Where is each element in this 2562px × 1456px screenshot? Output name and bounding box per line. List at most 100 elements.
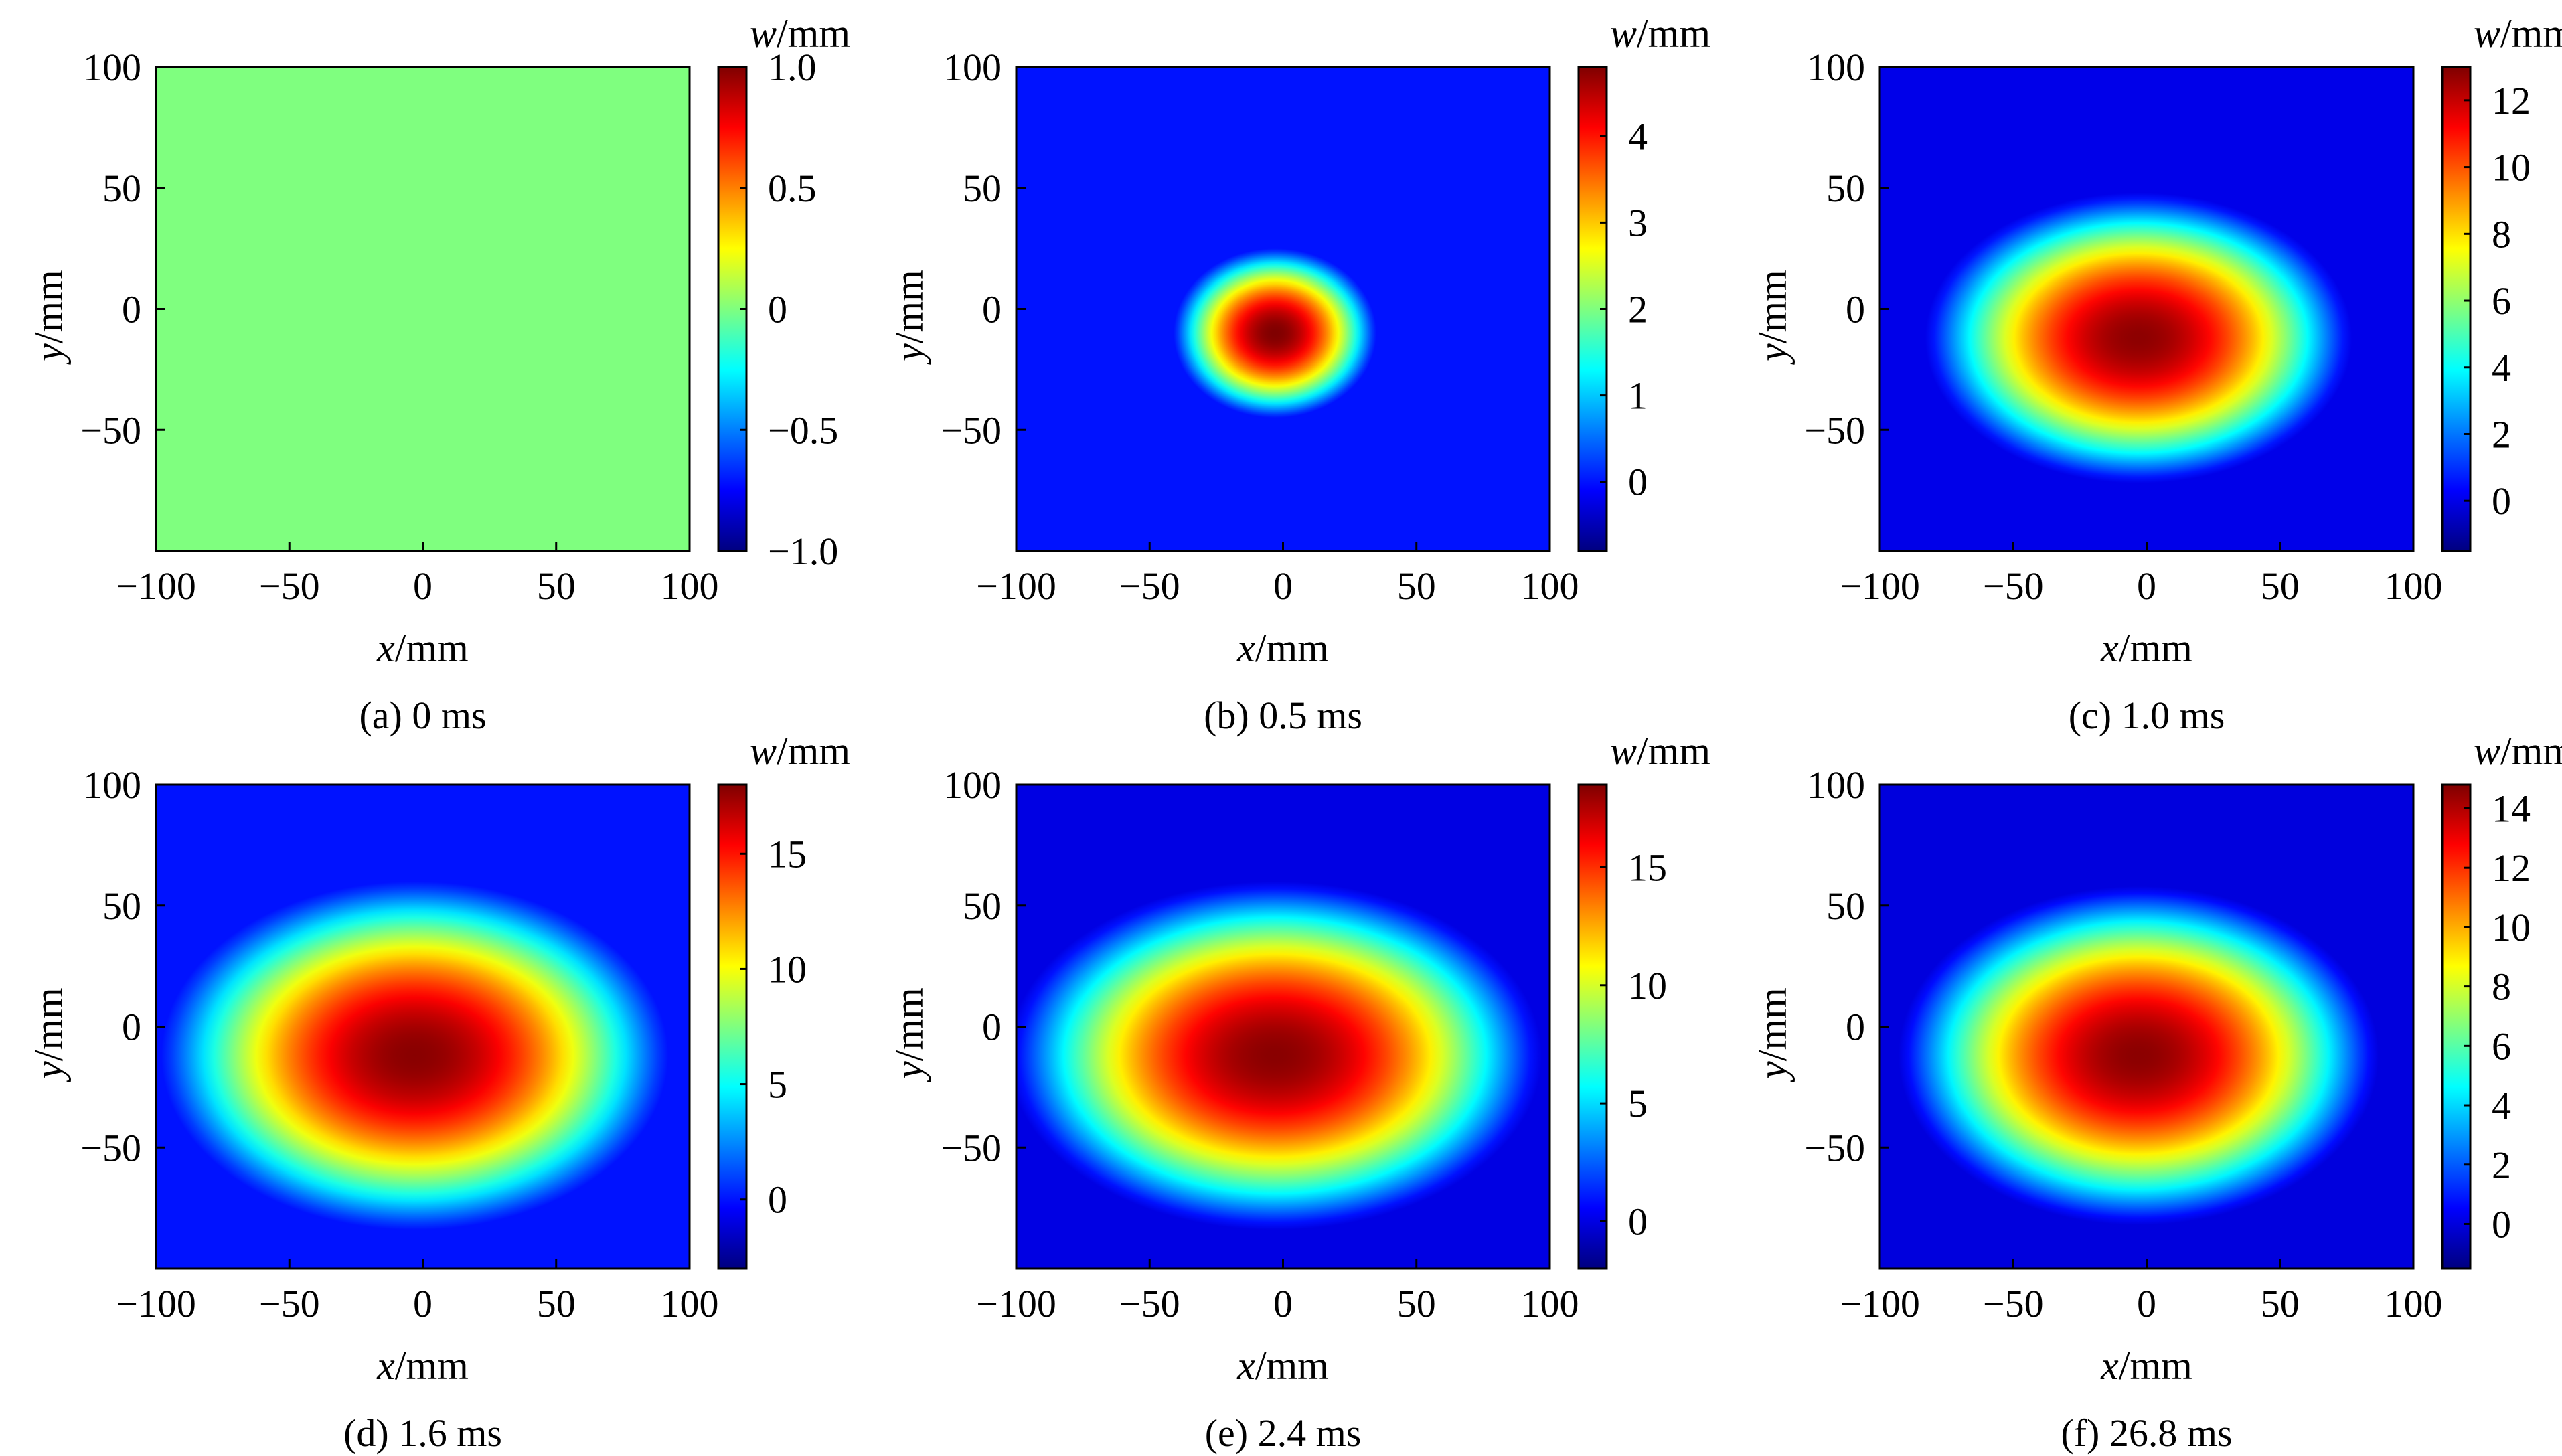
x-tick-label: 0 xyxy=(413,1282,432,1325)
x-tick-label: 0 xyxy=(1273,564,1293,608)
y-tick-label: −50 xyxy=(80,1126,141,1169)
y-tick-label: 0 xyxy=(122,288,141,331)
y-tick-label: 0 xyxy=(1846,1005,1865,1049)
colorbar-tick-label: 0 xyxy=(1628,1200,1648,1243)
colorbar-tick-label: 15 xyxy=(1628,845,1667,889)
x-axis-label: x/mm xyxy=(2100,1344,2192,1388)
colorbar-tick-label: 14 xyxy=(2492,787,2531,830)
y-tick-label: 50 xyxy=(1826,167,1865,210)
field-fill xyxy=(156,67,690,551)
colorbar-tick-label: 0 xyxy=(768,288,787,331)
deflection-zone xyxy=(1174,248,1376,418)
x-tick-label: −50 xyxy=(1983,1282,2044,1325)
y-tick-label: 0 xyxy=(982,1005,1002,1049)
x-tick-label: 100 xyxy=(661,1282,719,1325)
colorbar-title: w/mm xyxy=(2474,729,2562,773)
y-tick-label: 50 xyxy=(102,167,141,210)
y-axis-label: y/mm xyxy=(27,987,71,1083)
panel-caption: (a) 0 ms xyxy=(359,694,486,737)
x-tick-label: −100 xyxy=(1840,1282,1920,1325)
deflection-zone xyxy=(1925,192,2352,483)
x-tick-label: 100 xyxy=(1521,564,1579,608)
x-tick-label: 50 xyxy=(537,1282,576,1325)
colorbar-tick-label: 15 xyxy=(768,832,807,876)
x-tick-label: −100 xyxy=(976,564,1056,608)
colorbar-tick-label: 12 xyxy=(2492,79,2531,123)
panel-caption: (c) 1.0 ms xyxy=(2069,694,2225,737)
colorbar-tick-label: 4 xyxy=(2492,346,2511,390)
x-tick-label: −50 xyxy=(1983,564,2044,608)
colorbar-tick-label: 10 xyxy=(2492,146,2531,189)
y-tick-label: 50 xyxy=(102,884,141,928)
x-axis-label: x/mm xyxy=(1236,1344,1329,1388)
x-tick-label: 0 xyxy=(2137,1282,2156,1325)
deflection-zone xyxy=(1898,886,2379,1225)
y-tick-label: 100 xyxy=(943,763,1002,807)
colorbar-tick-label: 10 xyxy=(1628,964,1667,1007)
y-tick-label: −50 xyxy=(941,1126,1002,1169)
heatmap-field xyxy=(1016,67,1550,551)
y-tick-label: 100 xyxy=(83,46,141,89)
y-tick-label: 0 xyxy=(982,288,1002,331)
x-tick-label: 0 xyxy=(2137,564,2156,608)
y-tick-label: 50 xyxy=(963,167,1002,210)
colorbar-tick-label: 8 xyxy=(2492,965,2511,1009)
y-tick-label: −50 xyxy=(941,408,1002,452)
colorbar-title: w/mm xyxy=(1610,729,1710,773)
x-tick-label: −100 xyxy=(976,1282,1056,1325)
heatmap-field xyxy=(156,785,690,1269)
x-tick-label: 100 xyxy=(2385,1282,2443,1325)
x-tick-label: 50 xyxy=(2261,564,2300,608)
colorbar-title: w/mm xyxy=(2474,11,2562,56)
colorbar-tick-label: 0 xyxy=(768,1178,787,1222)
y-tick-label: 50 xyxy=(1826,884,1865,928)
colorbar-tick-label: 4 xyxy=(1628,114,1648,158)
colorbar-tick-label: 2 xyxy=(2492,1143,2511,1187)
y-axis-label: y/mm xyxy=(1751,270,1795,366)
colorbar-tick-label: 0.5 xyxy=(768,167,817,210)
x-tick-label: −50 xyxy=(1119,564,1180,608)
x-tick-label: 100 xyxy=(2385,564,2443,608)
y-axis-label: y/mm xyxy=(1751,987,1795,1083)
y-tick-label: −50 xyxy=(1804,1126,1865,1169)
heatmap-field xyxy=(156,67,690,551)
y-tick-label: 0 xyxy=(1846,288,1865,331)
colorbar-tick-label: −1.0 xyxy=(768,530,838,573)
colorbar xyxy=(717,783,748,1270)
x-tick-label: −50 xyxy=(259,564,320,608)
x-tick-label: 100 xyxy=(1521,1282,1579,1325)
colorbar-tick-label: 5 xyxy=(1628,1082,1648,1125)
colorbar-tick-label: 10 xyxy=(768,947,807,991)
heatmap-field xyxy=(1880,67,2413,551)
colorbar-title: w/mm xyxy=(750,729,850,773)
y-tick-label: −50 xyxy=(1804,408,1865,452)
colorbar-tick-label: 12 xyxy=(2492,846,2531,890)
x-axis-label: x/mm xyxy=(376,626,469,670)
colorbar-tick-label: 0 xyxy=(1628,461,1648,504)
heatmap-field xyxy=(1016,785,1550,1269)
y-tick-label: 0 xyxy=(122,1005,141,1049)
x-tick-label: 0 xyxy=(1273,1282,1293,1325)
colorbar-title: w/mm xyxy=(750,11,850,56)
panel-2: −100 −50 0 50 100 100 50 0 −50 x/mm y/mm 4 3 2 1 0 w/mm (… xyxy=(887,11,1710,737)
panel-1: −100 −50 0 50 100 100 50 0 −50 x/mm y/mm 1.0 0.5 0 −0.… xyxy=(27,11,850,737)
colorbar xyxy=(2441,66,2472,552)
x-tick-label: −100 xyxy=(1840,564,1920,608)
panel-3: −100 −50 0 50 100 100 50 0 −50 x/mm y/mm 12 10 8 6 4 2 0 w… xyxy=(1751,11,2562,737)
colorbar-tick-label: 8 xyxy=(2492,212,2511,256)
y-tick-label: 50 xyxy=(963,884,1002,928)
deflection-zone xyxy=(1016,881,1542,1230)
colorbar-tick-label: 5 xyxy=(768,1063,787,1107)
colorbar-tick-label: 6 xyxy=(2492,279,2511,323)
heatmap-field xyxy=(1880,785,2413,1269)
colorbar xyxy=(1577,783,1608,1270)
panel-caption: (d) 1.6 ms xyxy=(343,1411,502,1455)
y-tick-label: 100 xyxy=(1807,46,1865,89)
deflection-zone xyxy=(161,881,669,1230)
panel-caption: (e) 2.4 ms xyxy=(1205,1411,1362,1455)
colorbar-tick-label: 3 xyxy=(1628,201,1648,244)
colorbar-tick-label: 6 xyxy=(2492,1024,2511,1068)
y-tick-label: 100 xyxy=(83,763,141,807)
panel-6: −100 −50 0 50 100 100 50 0 −50 x/mm y/mm 14 12 10 8 6 4 2… xyxy=(1751,729,2562,1455)
